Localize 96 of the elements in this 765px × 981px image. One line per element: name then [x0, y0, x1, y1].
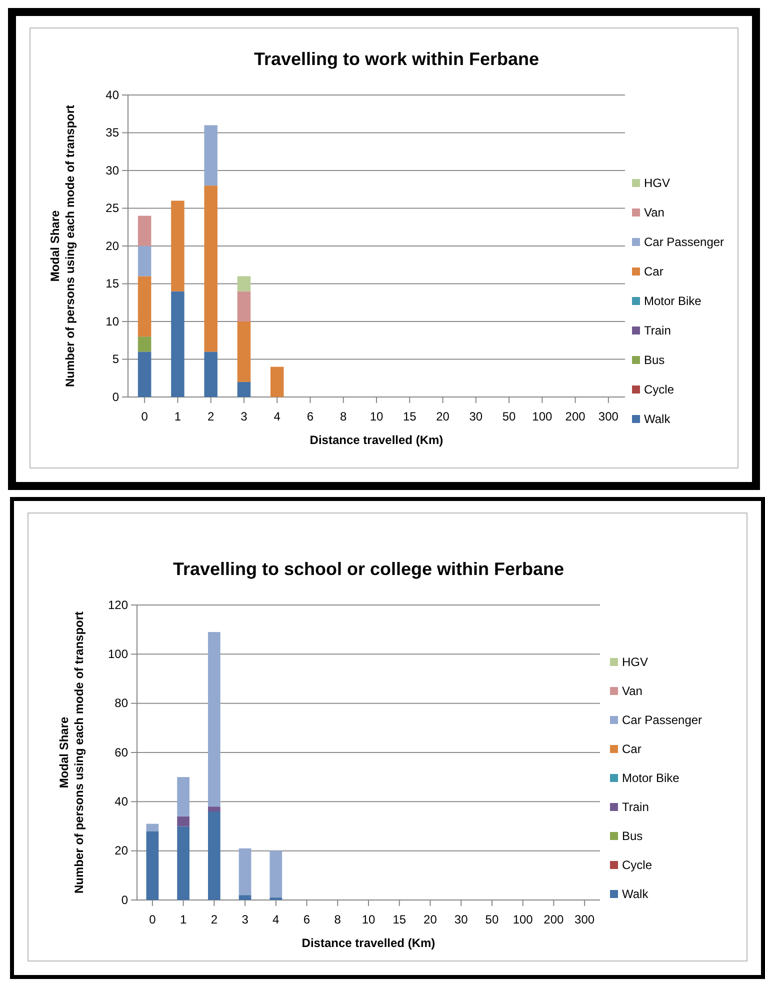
x-tick-label: 6 — [303, 912, 310, 926]
x-tick-label: 0 — [149, 912, 156, 926]
legend-label: Van — [622, 684, 642, 698]
bar — [237, 291, 251, 322]
bar — [208, 812, 220, 900]
y-tick-label: 10 — [106, 314, 120, 328]
x-tick-label: 50 — [485, 912, 499, 926]
bar — [270, 366, 284, 397]
chart-title: Travelling to school or college within Ferbane — [172, 559, 564, 579]
legend-label: Cycle — [622, 858, 652, 872]
legend-label: Bus — [644, 353, 665, 368]
x-tick-label: 1 — [174, 409, 182, 424]
y-tick-label: 0 — [121, 892, 128, 907]
y-tick-label: 120 — [108, 598, 128, 612]
legend-label: Cycle — [644, 382, 674, 397]
x-axis-title: Distance travelled (Km) — [310, 433, 444, 447]
x-tick-label: 1 — [180, 912, 187, 926]
bar — [238, 895, 252, 900]
bar — [138, 216, 152, 246]
bar — [138, 276, 152, 337]
bar — [237, 276, 251, 292]
legend-label: Car — [644, 264, 664, 279]
x-tick-label: 2 — [210, 912, 218, 926]
x-tick-label: 10 — [362, 912, 376, 926]
x-tick-label: 4 — [274, 409, 281, 424]
chart-title: Travelling to work within Ferbane — [254, 49, 540, 69]
x-tick-label: 15 — [402, 409, 417, 424]
bar — [204, 125, 218, 186]
legend-label: Walk — [622, 887, 650, 902]
y-tick-label: 5 — [112, 352, 120, 366]
legend-label: Train — [622, 800, 649, 814]
y-tick-label: 40 — [114, 794, 128, 809]
y-tick-label: 80 — [114, 696, 128, 710]
legend-label: Motor Bike — [644, 294, 702, 308]
bar — [237, 382, 251, 397]
x-tick-label: 100 — [532, 409, 552, 424]
x-axis-title: Distance travelled (Km) — [302, 936, 436, 950]
bar — [171, 291, 184, 397]
bar — [208, 632, 220, 807]
y-tick-label: 20 — [106, 238, 120, 253]
x-tick-label: 100 — [512, 912, 534, 926]
x-tick-label: 30 — [469, 409, 483, 424]
x-tick-label: 4 — [272, 912, 280, 926]
legend-label: Walk — [644, 412, 672, 426]
bar — [146, 831, 159, 900]
y-tick-label: 40 — [106, 88, 120, 102]
x-tick-label: 3 — [240, 409, 248, 424]
legend-label: Car Passenger — [644, 235, 724, 250]
bar — [138, 352, 152, 397]
legend-label: HGV — [644, 176, 670, 190]
bar — [208, 806, 220, 812]
bar — [238, 848, 252, 896]
legend-label: Car — [622, 742, 642, 756]
y-tick-label: 25 — [106, 201, 120, 216]
legend-label: Van — [644, 206, 664, 220]
y-axis-title: Modal Share Number of persons using each mode of transport — [48, 104, 77, 388]
legend-label: Car Passenger — [622, 713, 702, 728]
bar — [171, 200, 184, 292]
legend-label: HGV — [622, 655, 648, 670]
x-tick-label: 300 — [598, 409, 619, 424]
x-tick-label: 20 — [424, 912, 438, 926]
x-tick-label: 300 — [574, 912, 595, 926]
bar — [204, 186, 218, 352]
legend-label: Bus — [622, 829, 643, 844]
y-tick-label: 20 — [114, 844, 128, 858]
bar — [237, 322, 251, 382]
x-tick-label: 200 — [565, 409, 586, 424]
legend-label: Train — [644, 324, 671, 338]
x-tick-label: 10 — [370, 409, 384, 424]
x-tick-label: 2 — [207, 409, 214, 424]
bar — [177, 816, 190, 826]
legend-label: Motor Bike — [622, 771, 680, 786]
x-tick-label: 8 — [334, 912, 342, 926]
y-tick-label: 100 — [108, 647, 128, 662]
y-tick-label: 35 — [106, 126, 120, 140]
bar — [204, 352, 218, 397]
y-tick-label: 15 — [106, 276, 120, 291]
x-tick-label: 50 — [502, 409, 516, 424]
x-tick-label: 8 — [340, 409, 348, 424]
x-tick-label: 30 — [454, 912, 468, 926]
x-tick-label: 200 — [544, 912, 564, 926]
bar — [146, 824, 159, 832]
x-tick-label: 0 — [141, 409, 148, 424]
bar — [270, 850, 282, 898]
x-tick-label: 6 — [306, 409, 314, 424]
x-tick-label: 3 — [242, 912, 249, 926]
bar — [138, 246, 152, 276]
y-tick-label: 60 — [114, 745, 128, 760]
bar — [177, 826, 190, 900]
y-tick-label: 0 — [112, 390, 120, 404]
bar — [138, 336, 152, 352]
y-axis-title: Modal Share Number of persons using each mode of transport — [57, 611, 86, 894]
y-tick-label: 30 — [106, 163, 120, 178]
x-tick-label: 15 — [392, 912, 406, 926]
x-tick-label: 20 — [436, 409, 450, 424]
bar — [177, 777, 190, 816]
